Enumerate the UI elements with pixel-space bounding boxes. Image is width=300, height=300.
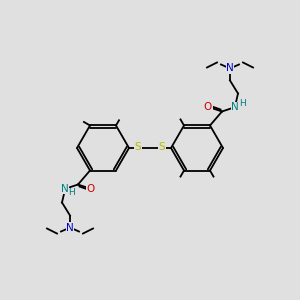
Text: N: N [226,64,234,74]
Text: O: O [87,184,95,194]
Text: N: N [66,223,74,232]
Text: S: S [159,142,165,152]
Text: N: N [61,184,69,194]
Text: O: O [204,103,212,112]
Text: N: N [231,103,239,112]
Text: H: H [238,99,245,108]
Text: S: S [135,142,141,152]
Text: H: H [69,188,75,197]
